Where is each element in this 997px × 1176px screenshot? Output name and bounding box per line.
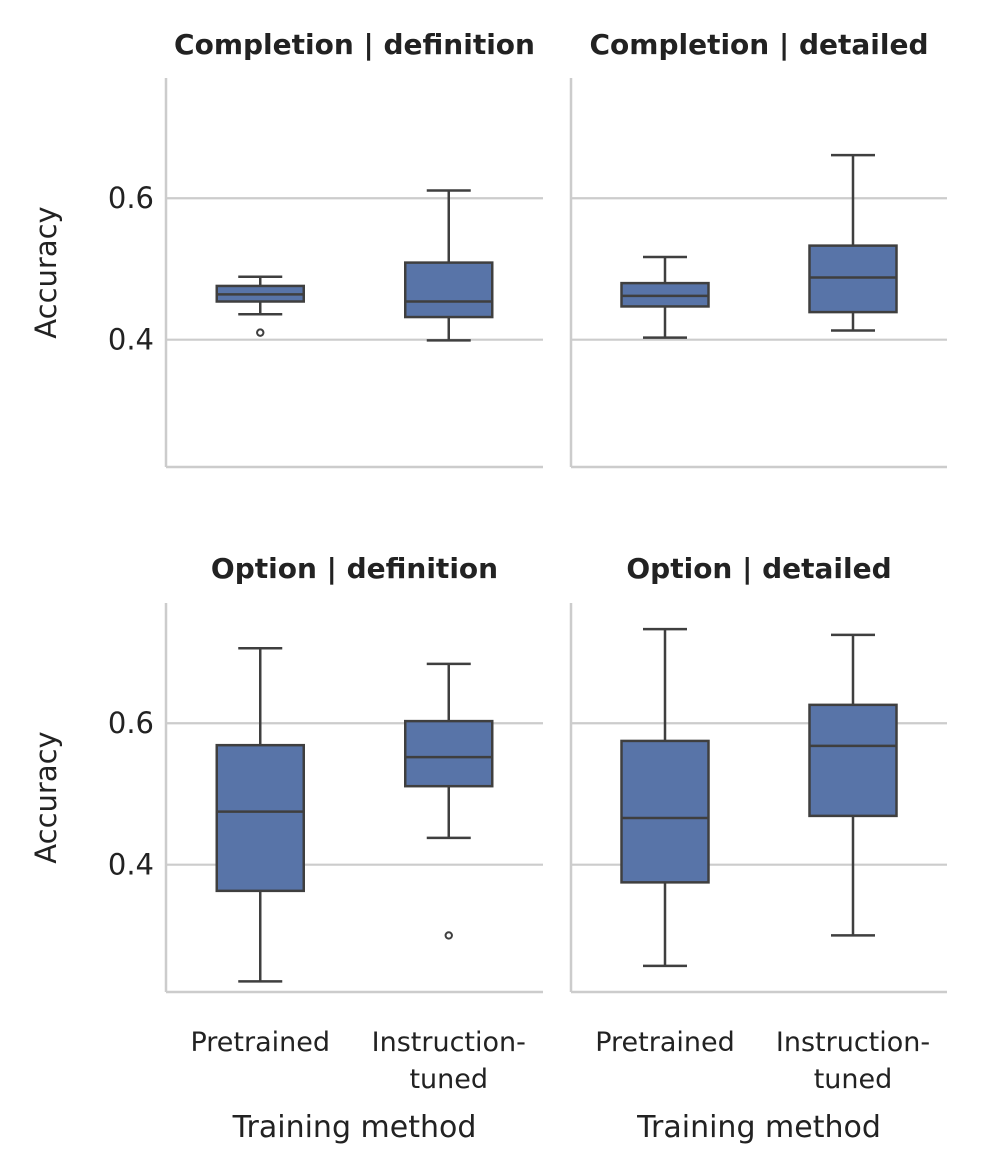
x-axis-label: Training method: [636, 1110, 881, 1145]
box-iqr: [808, 703, 898, 818]
x-tick-label: tuned: [814, 1064, 893, 1095]
x-tick-label: Pretrained: [595, 1027, 735, 1058]
x-tick-label: tuned: [409, 1064, 488, 1095]
y-tick-label: 0.6: [108, 181, 154, 215]
box-iqr: [404, 261, 494, 319]
panel-title: Option | detailed: [626, 552, 891, 585]
x-tick-label: Pretrained: [190, 1027, 330, 1058]
x-axis-label: Training method: [232, 1110, 477, 1145]
y-tick-label: 0.4: [108, 323, 154, 357]
y-tick-label: 0.6: [108, 706, 154, 740]
box-iqr: [808, 244, 898, 314]
x-tick-label: Instruction-: [372, 1027, 526, 1058]
box-iqr: [404, 719, 494, 788]
panel-title: Option | definition: [211, 552, 498, 585]
box-iqr: [620, 739, 710, 884]
box-iqr: [215, 743, 305, 893]
panel-title: Completion | detailed: [589, 28, 928, 61]
y-tick-label: 0.4: [108, 848, 154, 882]
y-axis-label: Accuracy: [29, 731, 63, 863]
panel-title: Completion | definition: [174, 28, 535, 61]
outlier-point: [444, 931, 453, 940]
outlier-point: [256, 328, 265, 337]
y-axis-label: Accuracy: [29, 206, 63, 338]
x-tick-label: Instruction-: [776, 1027, 930, 1058]
